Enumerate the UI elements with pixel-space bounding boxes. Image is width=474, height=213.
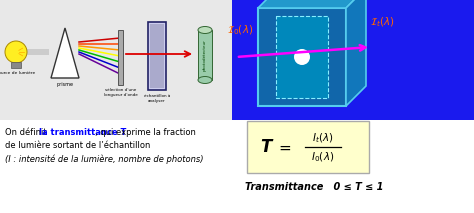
Bar [0,120,474,213]
Text: $I_0(\lambda)$: $I_0(\lambda)$ [311,150,335,164]
Bar [118,30,123,85]
Text: $=$: $=$ [276,140,292,154]
Bar [148,22,166,90]
Bar [258,8,346,106]
Text: de lumière sortant de l’échantillon: de lumière sortant de l’échantillon [5,141,150,150]
Ellipse shape [198,26,212,33]
Text: Transmittance   0 ≤ Τ ≤ 1: Transmittance 0 ≤ Τ ≤ 1 [245,182,383,192]
Ellipse shape [198,76,212,83]
Text: $I_t(\lambda)$: $I_t(\lambda)$ [312,131,334,145]
Bar [232,0,474,120]
Text: la transmittance T: la transmittance T [39,128,127,137]
Polygon shape [346,0,366,106]
Text: échantillon à
analyser: échantillon à analyser [144,94,170,103]
Text: On définit: On définit [5,128,49,137]
Bar [198,30,212,80]
Polygon shape [51,28,79,78]
Polygon shape [258,0,366,8]
Circle shape [5,41,27,63]
Text: (I : intensité de la lumière, nombre de photons): (I : intensité de la lumière, nombre de … [5,154,203,164]
Text: , qui exprime la fraction: , qui exprime la fraction [95,128,196,137]
Circle shape [294,49,310,65]
Text: $\boldsymbol{T}$: $\boldsymbol{T}$ [260,138,274,156]
Text: $\mathcal{I}_0(\lambda)$: $\mathcal{I}_0(\lambda)$ [227,23,253,37]
Text: photodétecteur: photodétecteur [203,39,207,71]
Bar [0,0,232,120]
Bar [150,24,164,88]
FancyBboxPatch shape [247,121,369,173]
Text: $\mathcal{I}_t(\lambda)$: $\mathcal{I}_t(\lambda)$ [370,15,394,29]
Text: sélection d’une
longueur d’onde: sélection d’une longueur d’onde [104,88,138,97]
Bar [276,16,328,98]
Text: prisme: prisme [56,82,73,87]
Text: source de lumière: source de lumière [0,71,36,75]
FancyArrow shape [27,49,49,55]
Bar [11,62,21,68]
